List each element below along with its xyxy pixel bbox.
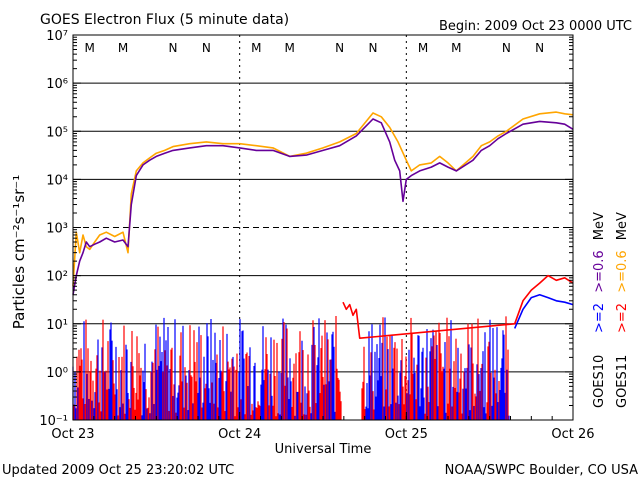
- marker-label: M: [418, 41, 428, 55]
- marker-label: N: [335, 41, 344, 55]
- y-tick-label: 10⁴: [46, 173, 68, 188]
- marker-label: N: [169, 41, 178, 55]
- y-tick-label: 10⁷: [46, 29, 68, 44]
- begin-label: Begin: 2009 Oct 23 0000 UTC: [439, 19, 632, 34]
- x-tick-label: Oct 23: [51, 427, 94, 442]
- legend-goes10: GOES10: [592, 355, 607, 408]
- footer-updated: Updated 2009 Oct 25 23:20:02 UTC: [2, 463, 234, 478]
- low-level-noise: [72, 316, 510, 420]
- marker-label: N: [369, 41, 378, 55]
- marker-label: M: [118, 41, 128, 55]
- x-tick-label: Oct 24: [218, 427, 261, 442]
- y-tick-label: 10⁰: [46, 366, 68, 381]
- x-tick-label: Oct 26: [551, 427, 594, 442]
- legend-low-channels: >=2 >=0.6 MeV: [592, 212, 607, 333]
- legend-low-ge2: >=2: [592, 303, 607, 333]
- y-axis-label: Particles cm⁻²s⁻¹sr⁻¹: [10, 175, 28, 329]
- y-tick-label: 10¹: [46, 318, 68, 333]
- footer-credit: NOAA/SWPC Boulder, CO USA: [445, 463, 638, 478]
- series-line: [513, 293, 574, 329]
- marker-label: N: [535, 41, 544, 55]
- y-tick-label: 10⁵: [46, 125, 68, 140]
- series-line: [342, 274, 574, 340]
- legend-low-unit: MeV: [592, 212, 607, 240]
- chart-title: GOES Electron Flux (5 minute data): [40, 12, 289, 28]
- series-layer: [72, 111, 574, 420]
- y-tick-label: 10⁻¹: [39, 414, 68, 429]
- legend-high-ge06: >=0.6: [615, 250, 630, 292]
- marker-label: M: [451, 41, 461, 55]
- y-tick-label: 10²: [46, 270, 68, 285]
- x-axis-ticks: Oct 23 Oct 24 Oct 25 Oct 26: [51, 412, 595, 442]
- series-line: [72, 118, 574, 295]
- y-tick-label: 10⁶: [46, 77, 68, 92]
- y-axis-ticks: 10⁻¹ 10⁰ 10¹ 10² 10³ 10⁴ 10⁵ 10⁶ 10⁷: [39, 29, 573, 429]
- legend-high-ge2: >=2: [615, 303, 630, 333]
- marker-label: M: [284, 41, 294, 55]
- day-dividers: [239, 35, 407, 420]
- x-tick-label: Oct 25: [385, 427, 428, 442]
- marker-label: M: [251, 41, 261, 55]
- y-tick-label: 10³: [46, 222, 68, 237]
- legend-goes11: GOES11: [615, 355, 630, 408]
- marker-label: N: [502, 41, 511, 55]
- x-axis-label: Universal Time: [275, 442, 372, 457]
- marker-label: N: [202, 41, 211, 55]
- legend-high-channels: >=2 >=0.6 MeV: [615, 212, 630, 333]
- marker-label: M: [84, 41, 94, 55]
- horizontal-gridlines: [73, 82, 573, 373]
- legend-low-ge06: >=0.6: [592, 250, 607, 292]
- legend: GOES10 GOES11 >=2 >=0.6 MeV >=2 >=0.6 Me…: [592, 212, 630, 408]
- legend-high-unit: MeV: [615, 212, 630, 240]
